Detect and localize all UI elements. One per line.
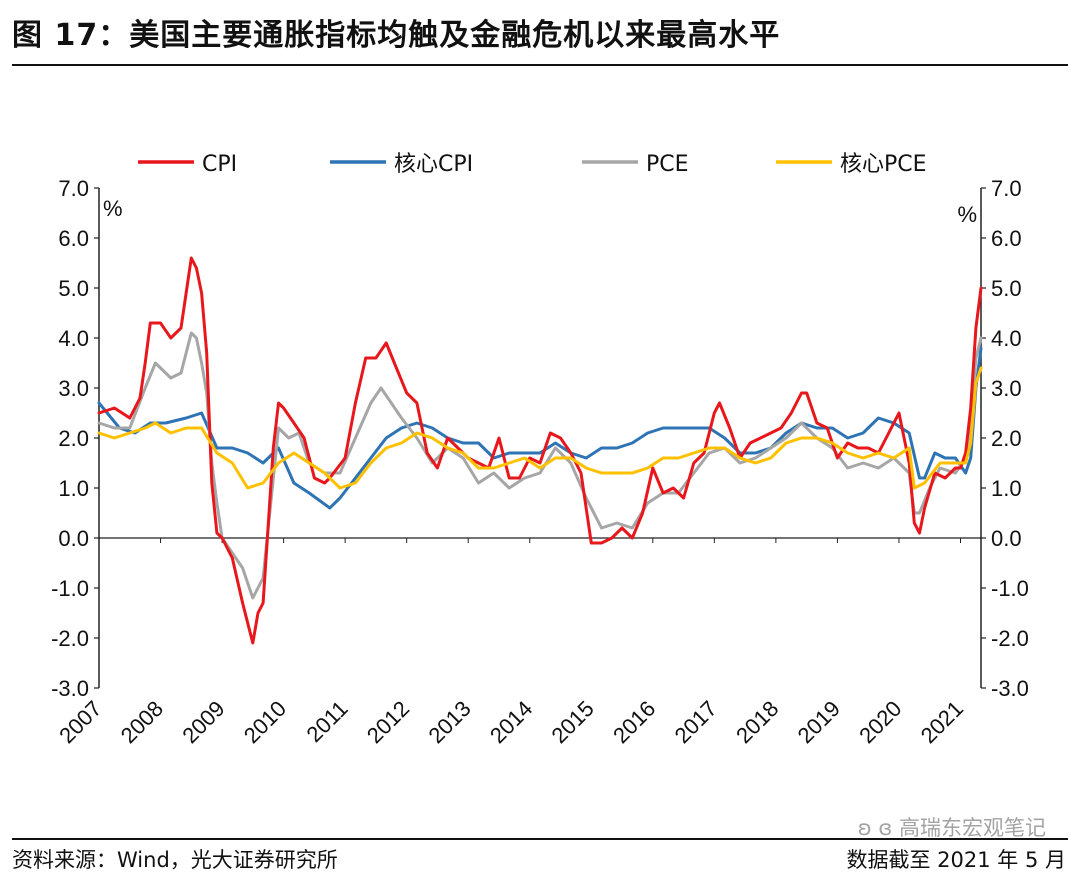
y-tick-label-right: 1.0 [991, 476, 1022, 501]
y-tick-label-left: 0.0 [58, 526, 89, 551]
data-cutoff-note: 数据截至 2021 年 5 月 [846, 848, 1066, 872]
x-tick-label: 2020 [854, 696, 906, 748]
x-tick-label: 2010 [239, 696, 291, 748]
x-tick-label: 2017 [670, 696, 722, 748]
y-tick-label-right: -3.0 [991, 676, 1029, 701]
y-tick-label-right: -2.0 [991, 626, 1029, 651]
x-axis: 2007 2008 2009 2010 2011 2012 2013 2014 2015 2016… [54, 537, 981, 748]
y-tick-label-left: 1.0 [58, 476, 89, 501]
y-tick-label-left: 7.0 [58, 176, 89, 201]
x-tick-label: 2011 [302, 696, 353, 747]
y-tick-label-right: 5.0 [991, 276, 1022, 301]
footer-divider [12, 838, 1068, 840]
series-line-corePCE [97, 366, 983, 490]
wechat-icon: ʚ ɞ [857, 816, 893, 840]
x-tick-label: 2015 [547, 696, 599, 748]
y-tick-label-left: -2.0 [51, 626, 89, 651]
legend-label-coreCPI: 核心CPI [394, 152, 473, 177]
x-tick-label: 2016 [608, 696, 660, 748]
y-axis-left: 7.0 6.0 5.0 4.0 3.0 2.0 1.0 0.0 -1.0 -2.0 -3.0% [51, 176, 122, 701]
y-tick-label-left: 5.0 [58, 276, 89, 301]
legend: CPI 核心CPI PCE 核心PCE [138, 152, 927, 177]
series-line-CPI [97, 256, 983, 645]
x-tick-label: 2009 [177, 696, 229, 748]
y-tick-label-right: -1.0 [991, 576, 1029, 601]
x-tick-label: 2013 [423, 696, 475, 748]
y-tick-label-left: 4.0 [58, 326, 89, 351]
watermark-text: 高瑞东宏观笔记 [899, 816, 1046, 840]
y-tick-label-right: 2.0 [991, 426, 1022, 451]
x-tick-label: 2014 [485, 696, 537, 748]
y-tick-label-left: 2.0 [58, 426, 89, 451]
series-line-coreCPI [97, 346, 983, 510]
x-tick-label: 2018 [731, 696, 783, 748]
y-unit-left: % [103, 196, 123, 221]
y-tick-label-left: -1.0 [51, 576, 89, 601]
watermark: ʚ ɞ 高瑞东宏观笔记 [858, 812, 1046, 842]
x-tick-label: 2007 [54, 696, 106, 748]
x-tick-label: 2021 [916, 696, 968, 748]
legend-label-PCE: PCE [646, 152, 689, 177]
plot-area [97, 256, 983, 645]
y-axis-right: 7.0 6.0 5.0 4.0 3.0 2.0 1.0 0.0 -1.0 -2.0 -3.0% [957, 176, 1028, 701]
y-tick-label-left: -3.0 [51, 676, 89, 701]
y-tick-label-right: 4.0 [991, 326, 1022, 351]
series-line-PCE [97, 331, 983, 600]
legend-label-corePCE: 核心PCE [840, 152, 927, 177]
legend-label-CPI: CPI [202, 152, 237, 177]
title-divider [12, 64, 1068, 66]
y-tick-label-right: 6.0 [991, 226, 1022, 251]
y-unit-right: % [957, 202, 977, 227]
y-tick-label-right: 3.0 [991, 376, 1022, 401]
y-tick-label-right: 7.0 [991, 176, 1022, 201]
x-tick-label: 2012 [362, 696, 414, 748]
y-tick-label-left: 3.0 [58, 376, 89, 401]
x-tick-label: 2008 [116, 696, 168, 748]
x-tick-label: 2019 [793, 696, 845, 748]
source-note: 资料来源：Wind，光大证券研究所 [12, 848, 338, 872]
y-tick-label-left: 6.0 [58, 226, 89, 251]
page-title: 图 17：美国主要通胀指标均触及金融危机以来最高水平 [12, 18, 781, 53]
y-tick-label-right: 0.0 [991, 526, 1022, 551]
